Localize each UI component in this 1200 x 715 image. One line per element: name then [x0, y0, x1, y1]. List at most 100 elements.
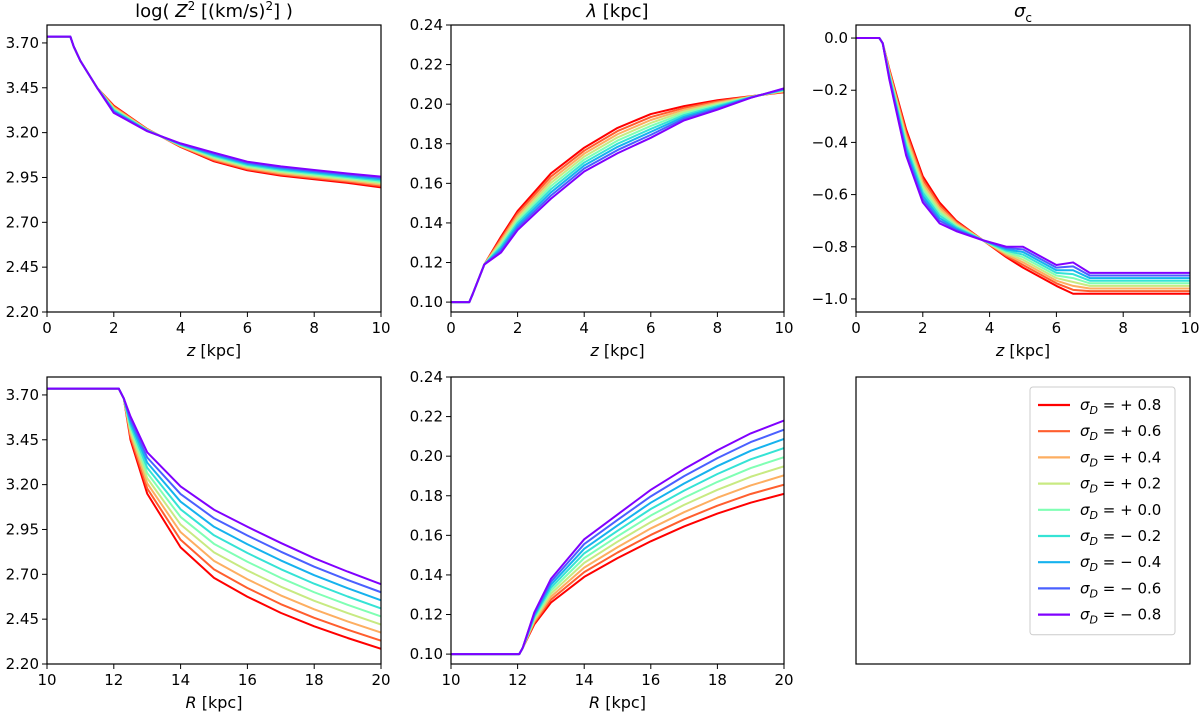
- y-tick-label: 2.45: [6, 258, 39, 276]
- y-tick-label: −0.6: [812, 186, 848, 204]
- x-axis-label: z [kpc]: [186, 341, 241, 360]
- y-tick-label: 0.22: [410, 56, 443, 74]
- series-line: [856, 37, 1190, 282]
- series-line: [451, 89, 784, 304]
- plot-frame: [46, 24, 382, 313]
- series-line: [451, 474, 784, 656]
- y-tick-label: 0.0: [824, 29, 848, 47]
- y-tick-label: −0.2: [812, 81, 848, 99]
- y-tick-label: 2.20: [6, 655, 39, 673]
- x-tick-label: 16: [238, 671, 257, 689]
- legend-entry: σD = + 0.4: [1038, 448, 1161, 469]
- y-tick-label: 0.12: [410, 606, 443, 624]
- legend-entry: σD = − 0.4: [1038, 553, 1161, 574]
- x-tick-label: 6: [646, 319, 656, 337]
- x-tick-label: 18: [305, 671, 324, 689]
- series-group: [47, 35, 381, 189]
- x-tick-label: 10: [774, 319, 793, 337]
- series-line: [451, 492, 784, 656]
- y-tick-label: 0.16: [410, 174, 443, 192]
- legend-entry: σD = − 0.2: [1038, 527, 1161, 548]
- y-tick-label: 0.14: [410, 214, 443, 232]
- y-tick-label: 3.70: [6, 386, 39, 404]
- chart-top-right: 0 2 4 6 8 10 −1.0 −0.8 −0.6 −0.4 −0.2 0.0 σc z [kpc]: [812, 1, 1200, 360]
- x-tick-label: 10: [441, 671, 460, 689]
- y-tick-label: 0.18: [410, 487, 443, 505]
- y-tick-label: 3.20: [6, 476, 39, 494]
- series-line: [451, 456, 784, 656]
- series-group: [47, 387, 381, 650]
- series-line: [47, 387, 381, 610]
- x-tick-label: 6: [243, 319, 253, 337]
- y-tick-label: 0.12: [410, 254, 443, 272]
- y-tick-label: 2.70: [6, 565, 39, 583]
- series-line: [451, 465, 784, 656]
- series-line: [47, 35, 381, 178]
- legend-label: σD = − 0.2: [1080, 527, 1161, 548]
- series-group: [451, 419, 784, 656]
- legend-label: σD = + 0.8: [1080, 396, 1161, 417]
- legend-box: [1029, 386, 1176, 636]
- x-tick-label: 2: [109, 319, 119, 337]
- y-tick-label: 3.45: [6, 79, 39, 97]
- series-line: [451, 87, 784, 304]
- y-tick-label: 3.20: [6, 124, 39, 142]
- x-tick-label: 4: [176, 319, 186, 337]
- legend-label: σD = + 0.6: [1080, 422, 1161, 443]
- x-tick-label: 0: [851, 319, 861, 337]
- legend-label: σD = − 0.6: [1080, 579, 1161, 600]
- y-tick-label: 0.18: [410, 135, 443, 153]
- y-tick-label: 0.20: [410, 95, 443, 113]
- x-tick-label: 6: [1052, 319, 1062, 337]
- chart-bottom-left: 10 12 14 16 18 20 2.20 2.45 2.70 2.95 3.20 3.45 3.70…: [6, 376, 391, 712]
- legend-label: σD = − 0.4: [1080, 553, 1161, 574]
- panel-title: λ [kpc]: [585, 1, 648, 22]
- series-line: [451, 91, 784, 304]
- x-tick-label: 10: [371, 319, 390, 337]
- y-tick-label: 0.20: [410, 447, 443, 465]
- legend-label: σD = + 0.2: [1080, 475, 1161, 496]
- x-tick-label: 12: [508, 671, 527, 689]
- series-line: [451, 90, 784, 304]
- series-line: [47, 35, 381, 186]
- series-line: [451, 419, 784, 656]
- y-tick-label: −0.8: [812, 238, 848, 256]
- x-tick-label: 18: [708, 671, 727, 689]
- y-tick-label: 2.70: [6, 213, 39, 231]
- series-line: [856, 37, 1190, 290]
- series-line: [451, 88, 784, 304]
- chart-top-middle: 0 2 4 6 8 10 0.10 0.12 0.14 0.16 0.18 0.20 0.22 0.24 λ…: [410, 1, 794, 360]
- plot-frame: [450, 376, 785, 665]
- x-tick-label: 20: [774, 671, 793, 689]
- series-line: [451, 90, 784, 304]
- y-tick-label: 0.10: [410, 293, 443, 311]
- x-tick-label: 10: [1180, 319, 1199, 337]
- series-line: [451, 89, 784, 304]
- series-line: [451, 483, 784, 656]
- legend-entry: σD = − 0.6: [1038, 579, 1161, 600]
- x-tick-label: 4: [985, 319, 995, 337]
- x-axis-label: z [kpc]: [995, 341, 1050, 360]
- x-tick-label: 2: [513, 319, 523, 337]
- panel-title: log( Z2 [(km/s)2] ): [135, 0, 293, 22]
- legend-label: σD = + 0.4: [1080, 448, 1161, 469]
- x-tick-label: 8: [713, 319, 723, 337]
- x-tick-label: 8: [309, 319, 319, 337]
- panel-title: σc: [1014, 1, 1032, 25]
- x-axis-label: R [kpc]: [186, 693, 243, 712]
- y-tick-label: 0.10: [410, 645, 443, 663]
- x-tick-label: 20: [371, 671, 390, 689]
- y-tick-label: 0.14: [410, 566, 443, 584]
- chart-top-left: 0 2 4 6 8 10 2.20 2.45 2.70 2.95 3.20 3.45 3.70 log( …: [6, 0, 391, 360]
- y-tick-label: 2.95: [6, 520, 39, 538]
- y-tick-label: −1.0: [812, 290, 848, 308]
- legend-entry: σD = + 0.6: [1038, 422, 1161, 443]
- y-tick-label: 0.16: [410, 526, 443, 544]
- series-line: [451, 88, 784, 304]
- plot-frame: [450, 24, 785, 313]
- y-tick-label: 2.95: [6, 168, 39, 186]
- plot-frame: [855, 24, 1191, 313]
- x-tick-label: 14: [171, 671, 190, 689]
- legend-entry: σD = + 0.8: [1038, 396, 1161, 417]
